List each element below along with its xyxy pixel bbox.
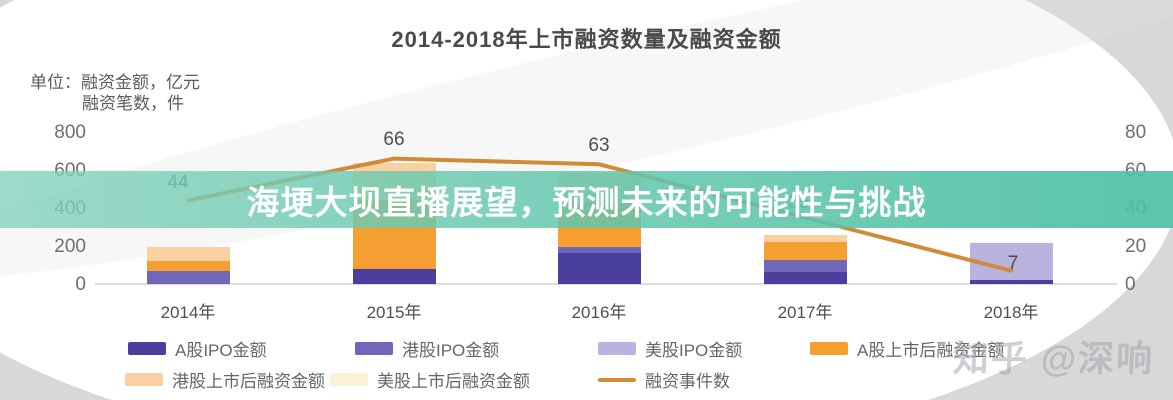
watermark: 知乎 @深响 bbox=[952, 338, 1155, 379]
x-axis-label: 2015年 bbox=[366, 303, 422, 322]
legend-item: 港股IPO金额 bbox=[355, 336, 499, 361]
axis-unit-label: 单位：融资金额，亿元 融资笔数，件 bbox=[30, 72, 200, 114]
left-axis-tick: 800 bbox=[54, 122, 86, 143]
chart-title: 2014-2018年上市融资数量及融资金额 bbox=[391, 27, 782, 52]
headline-text: 海埂大坝直播展望，预测未来的可能性与挑战 bbox=[246, 183, 927, 221]
left-axis-tick: 0 bbox=[75, 274, 86, 295]
bar-segment bbox=[146, 246, 230, 261]
legend-label: A股IPO金额 bbox=[175, 341, 267, 360]
legend-color-swatch bbox=[128, 342, 166, 355]
bar-segment bbox=[146, 271, 230, 284]
legend-color-swatch bbox=[330, 373, 368, 386]
legend-item: A股IPO金额 bbox=[128, 336, 267, 361]
legend-label: 港股IPO金额 bbox=[402, 341, 500, 360]
legend-item: 融资事件数 bbox=[598, 367, 730, 392]
bar-segment bbox=[969, 280, 1053, 284]
legend-color-swatch bbox=[810, 342, 848, 355]
legend-color-swatch bbox=[125, 373, 163, 386]
x-axis-label: 2017年 bbox=[777, 303, 833, 322]
legend-item: 港股上市后融资金额 bbox=[125, 367, 325, 392]
legend-item: 美股上市后融资金额 bbox=[330, 367, 530, 392]
legend-label: 美股上市后融资金额 bbox=[377, 372, 530, 391]
right-axis-tick: 80 bbox=[1125, 122, 1147, 143]
left-axis-tick: 200 bbox=[54, 236, 86, 257]
bar-segment bbox=[557, 253, 641, 284]
legend-label: 港股上市后融资金额 bbox=[172, 372, 325, 391]
legend-label: A股上市后融资金额 bbox=[857, 341, 1005, 360]
x-axis-label: 2018年 bbox=[983, 303, 1039, 322]
axis-unit-line1: 单位：融资金额，亿元 bbox=[30, 73, 200, 92]
legend-item: A股上市后融资金额 bbox=[810, 336, 1004, 361]
headline-banner: 海埂大坝直播展望，预测未来的可能性与挑战 bbox=[0, 171, 1173, 228]
line-value-label: 66 bbox=[383, 128, 405, 150]
legend-color-swatch bbox=[598, 342, 636, 355]
bar-segment bbox=[352, 268, 436, 284]
legend-line-swatch bbox=[598, 377, 636, 382]
legend-label: 融资事件数 bbox=[645, 372, 730, 391]
bar-segment bbox=[763, 234, 847, 242]
bar-segment bbox=[763, 242, 847, 261]
legend-item: 美股IPO金额 bbox=[598, 336, 742, 361]
bar-segment bbox=[557, 246, 641, 254]
bar-segment bbox=[763, 272, 847, 284]
bar-segment bbox=[763, 260, 847, 273]
axis-unit-line2: 融资笔数，件 bbox=[82, 94, 184, 113]
line-value-label: 7 bbox=[1007, 252, 1019, 274]
bar-segment bbox=[146, 261, 230, 272]
right-axis-tick: 0 bbox=[1125, 274, 1136, 295]
legend-label: 美股IPO金额 bbox=[645, 341, 743, 360]
legend-color-swatch bbox=[355, 342, 393, 355]
x-axis-line bbox=[95, 283, 1117, 285]
right-axis-tick: 20 bbox=[1125, 236, 1147, 257]
x-axis-label: 2014年 bbox=[160, 303, 216, 322]
x-axis-label: 2016年 bbox=[571, 303, 627, 322]
line-value-label: 63 bbox=[588, 135, 610, 157]
